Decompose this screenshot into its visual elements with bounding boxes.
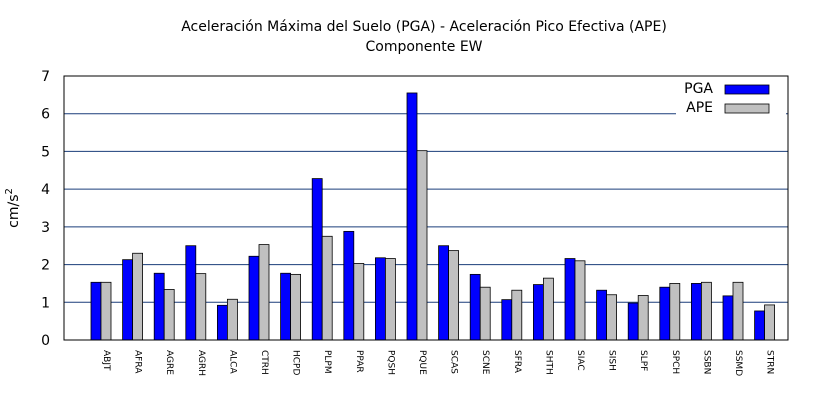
y-tick-labels: 0 1 2 3 4 5 6 7	[41, 69, 50, 349]
bar-ape-pque	[416, 150, 428, 341]
bar-ape-spch	[669, 283, 681, 341]
x-tick-label: HCPD	[291, 350, 301, 375]
bar-pga-slpf	[627, 302, 639, 341]
legend-swatch	[724, 84, 770, 95]
bar-pga-scne	[469, 273, 481, 341]
bar-ape-ssbn	[701, 281, 712, 341]
bar-pga-abjt	[90, 281, 102, 341]
bar-ape-abjt	[100, 281, 112, 341]
bar-ape-alca	[226, 298, 238, 341]
x-tick-label: AFRA	[133, 350, 143, 374]
bar-pga-hcpd	[280, 272, 292, 341]
x-tick-label: ALCA	[227, 350, 237, 374]
bar-pga-sfra	[501, 299, 513, 341]
x-tick-label: SFRA	[512, 350, 522, 374]
y-tick-label: 5	[41, 144, 50, 160]
y-tick-label: 1	[41, 295, 50, 311]
y-axis-label: cm/s2	[4, 188, 22, 228]
bar-pga-ssbn	[691, 283, 702, 341]
x-tick-label: SISH	[607, 350, 617, 371]
bar-pga-agrh	[185, 245, 197, 341]
y-tick-label: 2	[41, 258, 50, 274]
x-tick-label: PLPM	[322, 350, 332, 374]
bar-ape-strn	[764, 304, 775, 341]
bar-pga-agre	[153, 272, 165, 341]
x-tick-label: SHTH	[543, 350, 553, 375]
bar-pga-pqsh	[374, 257, 386, 341]
y-tick-label: 7	[41, 69, 50, 85]
x-tick-label: SPCH	[670, 350, 680, 374]
x-tick-label: SCNE	[480, 350, 490, 375]
chart-title: Aceleración Máxima del Suelo (PGA) - Ace…	[181, 19, 667, 35]
x-tick-label: SLPF	[638, 350, 648, 371]
bar-pga-plpm	[311, 178, 323, 341]
bar-ape-agre	[163, 289, 175, 341]
bar-ape-shth	[543, 277, 554, 341]
bar-pga-afra	[122, 259, 133, 341]
bars	[90, 92, 775, 341]
bar-ape-scas	[448, 250, 460, 341]
x-tick-label: STRN	[765, 350, 775, 374]
x-tick-label: PQUE	[417, 350, 427, 375]
x-tick-labels: ABJT AFRA AGRE AGRH ALCA CTRH HCPD PLPM PPAR PQSH…	[101, 350, 775, 376]
bar-ape-sish	[606, 294, 617, 341]
legend-swatch	[724, 103, 770, 114]
bar-ape-scne	[479, 286, 491, 341]
y-tick-label: 6	[41, 107, 50, 123]
bar-ape-ssmd	[732, 281, 744, 341]
bar-ape-afra	[132, 252, 144, 341]
bar-ape-hcpd	[290, 273, 302, 341]
bar-ape-pqsh	[384, 258, 396, 341]
bar-pga-strn	[754, 310, 765, 341]
x-tick-label: PQSH	[385, 350, 395, 375]
legend: PGA APE	[676, 79, 786, 117]
legend-label: APE	[686, 100, 713, 116]
bar-pga-alca	[216, 304, 228, 341]
bar-ape-agrh	[195, 273, 207, 341]
y-tick-label: 4	[41, 182, 50, 198]
legend-label: PGA	[684, 81, 713, 97]
x-tick-label: SCAS	[449, 350, 459, 374]
bar-ape-siac	[574, 260, 586, 341]
y-axis-label-unit: cm/s	[6, 195, 22, 228]
x-tick-label: ABJT	[101, 350, 111, 371]
y-tick-label: 3	[41, 220, 50, 236]
x-tick-label: PPAR	[354, 350, 364, 373]
bar-ape-plpm	[321, 235, 333, 341]
bar-ape-ppar	[353, 263, 365, 341]
x-tick-label: CTRH	[259, 350, 269, 375]
bar-pga-siac	[564, 258, 576, 341]
bar-pga-shth	[533, 284, 544, 341]
bar-ape-sfra	[511, 289, 523, 341]
bar-ape-ctrh	[258, 244, 270, 341]
bar-pga-ctrh	[248, 255, 260, 341]
x-tick-label: SSMD	[733, 350, 743, 376]
bar-pga-scas	[438, 245, 450, 341]
x-tick-label: SIAC	[575, 350, 585, 371]
chart-subtitle: Componente EW	[365, 39, 482, 55]
bar-pga-ssmd	[722, 295, 734, 341]
plot-frame	[63, 75, 789, 341]
bar-pga-pque	[406, 92, 418, 341]
x-tick-label: AGRE	[164, 350, 174, 375]
bar-pga-spch	[659, 286, 671, 341]
x-tick-label: AGRH	[196, 350, 206, 376]
y-tick-label: 0	[41, 333, 50, 349]
y-axis-label-exponent: 2	[4, 188, 15, 194]
x-tick-label: SSBN	[701, 350, 711, 374]
bar-ape-slpf	[637, 295, 649, 341]
bar-pga-sish	[596, 289, 607, 341]
bar-pga-ppar	[343, 230, 355, 341]
